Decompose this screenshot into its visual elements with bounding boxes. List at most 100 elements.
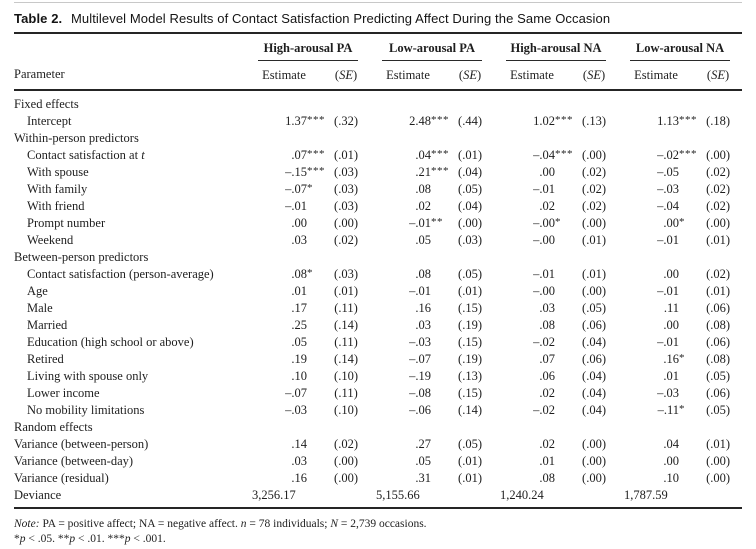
estimate-cell: .01 — [618, 368, 694, 385]
estimate-cell: .00 — [494, 164, 570, 181]
se-cell: (.00) — [582, 454, 606, 469]
estimate-value: .16 — [291, 471, 307, 486]
estimate-value: .19 — [291, 352, 307, 367]
table-row: With friend –.01 (.03) .02 (.04) .02 (.02) –.04… — [14, 198, 742, 215]
estimate-cell: –.06 — [370, 402, 446, 419]
estimate-cell: .08 — [494, 470, 570, 487]
estimate-header: Estimate — [618, 61, 695, 91]
estimate-value: .00 — [663, 267, 680, 282]
estimate-value: .08 — [291, 267, 307, 281]
estimate-value: .03 — [291, 233, 307, 248]
param-label: With family — [27, 182, 88, 197]
estimate-value: .08 — [539, 471, 556, 486]
estimate-value: .04 — [415, 148, 432, 162]
estimate-cell: 1.02*** — [494, 113, 572, 130]
se-cell: (.02) — [582, 199, 606, 214]
se-cell: (.10) — [334, 369, 358, 384]
estimate-cell: .00 — [618, 453, 694, 470]
estimate-value: –.15 — [285, 165, 307, 179]
estimate-value: –.02 — [533, 403, 556, 418]
estimate-value: –.05 — [657, 165, 680, 180]
se-cell: (.03) — [334, 182, 358, 197]
estimate-value: –.19 — [409, 369, 432, 384]
estimate-cell: –.00 — [494, 283, 570, 300]
se-cell: (.01) — [458, 148, 482, 163]
se-cell: (.13) — [458, 369, 482, 384]
table-body: Fixed effects Intercept 1.37*** (.32) 2.48**… — [14, 90, 742, 508]
estimate-value: –.00 — [533, 216, 556, 230]
estimate-cell: –.01 — [494, 181, 570, 198]
significance-stars: *** — [307, 114, 325, 126]
estimate-value: –.03 — [657, 386, 680, 401]
param-label: Variance (residual) — [14, 471, 109, 486]
estimate-value: .07 — [539, 352, 556, 367]
estimate-value: .01 — [291, 284, 307, 299]
estimate-value: .03 — [415, 318, 432, 333]
significance-stars: *** — [307, 148, 325, 160]
estimate-value: 1.13 — [657, 114, 680, 128]
significance-stars: * — [307, 182, 313, 194]
estimate-cell: .16 — [246, 470, 322, 487]
se-cell: (.19) — [458, 352, 482, 367]
table-row: Living with spouse only .10 (.10) –.19 (.13)… — [14, 368, 742, 385]
estimate-value: .01 — [663, 369, 680, 384]
estimate-cell: .16* — [618, 351, 694, 368]
se-header: (SE) — [446, 61, 495, 91]
table-row: Variance (between-person) .14 (.02) .27 (.05… — [14, 436, 742, 453]
deviance-value: 3,256.17 — [252, 488, 296, 503]
estimate-value: 2.48 — [409, 114, 432, 128]
estimate-value: .14 — [291, 437, 307, 452]
se-cell: (.05) — [706, 403, 731, 418]
se-cell: (.02) — [334, 233, 358, 248]
se-cell: (.01) — [458, 471, 482, 486]
table-row: Contact satisfaction at t .07*** (.01) .04 *… — [14, 147, 742, 164]
estimate-cell: .02 — [370, 198, 446, 215]
significance-stars: * — [679, 352, 686, 364]
estimate-value: .02 — [539, 437, 556, 452]
estimate-cell: .21*** — [370, 164, 448, 181]
estimate-cell: –.02 — [494, 334, 570, 351]
estimate-cell: .07*** — [246, 147, 325, 164]
se-cell: (.06) — [706, 301, 731, 316]
estimate-value: .00 — [539, 165, 556, 180]
param-label: Retired — [27, 352, 64, 367]
param-label: Prompt number — [27, 216, 106, 231]
section-label: Within-person predictors — [14, 131, 139, 146]
table-row: Fixed effects — [14, 90, 742, 113]
estimate-cell: .00 — [618, 266, 694, 283]
estimate-value: –.00 — [533, 284, 556, 299]
se-cell: (.01) — [706, 284, 731, 299]
estimate-cell: –.07 — [246, 385, 322, 402]
significance-stars: * — [555, 216, 562, 228]
estimate-value: –.03 — [285, 403, 307, 418]
estimate-cell: –.03 — [246, 402, 322, 419]
se-cell: (.00) — [582, 284, 606, 299]
param-label: Living with spouse only — [27, 369, 149, 384]
se-cell: (.01) — [334, 284, 358, 299]
estimate-value: .07 — [291, 148, 307, 162]
table-row: Intercept 1.37*** (.32) 2.48*** (.44) 1.02***… — [14, 113, 742, 130]
estimate-cell: .08 — [494, 317, 570, 334]
estimate-cell: .11 — [618, 300, 694, 317]
se-cell: (.18) — [706, 114, 731, 129]
estimate-cell: .03 — [494, 300, 570, 317]
estimate-cell: .08 — [370, 181, 446, 198]
se-cell: (.03) — [334, 199, 358, 214]
estimate-value: .16 — [663, 352, 680, 366]
estimate-value: .21 — [415, 165, 432, 179]
estimate-cell: –.01 — [618, 334, 694, 351]
estimate-value: –.03 — [409, 335, 432, 350]
se-cell: (.15) — [458, 301, 482, 316]
param-label: Weekend — [27, 233, 74, 248]
estimate-value: –.07 — [409, 352, 432, 367]
estimate-header: Estimate — [370, 61, 447, 91]
group-header-low-arousal-pa: Low-arousal PA — [370, 33, 494, 61]
param-label: Contact satisfaction at t — [27, 148, 145, 163]
param-label: Married — [27, 318, 68, 333]
se-cell: (.01) — [706, 233, 731, 248]
estimate-cell: .19 — [246, 351, 322, 368]
se-cell: (.02) — [706, 182, 731, 197]
deviance-value: 1,787.59 — [624, 488, 668, 503]
estimate-cell: .03 — [246, 232, 322, 249]
estimate-value: .10 — [663, 471, 680, 486]
